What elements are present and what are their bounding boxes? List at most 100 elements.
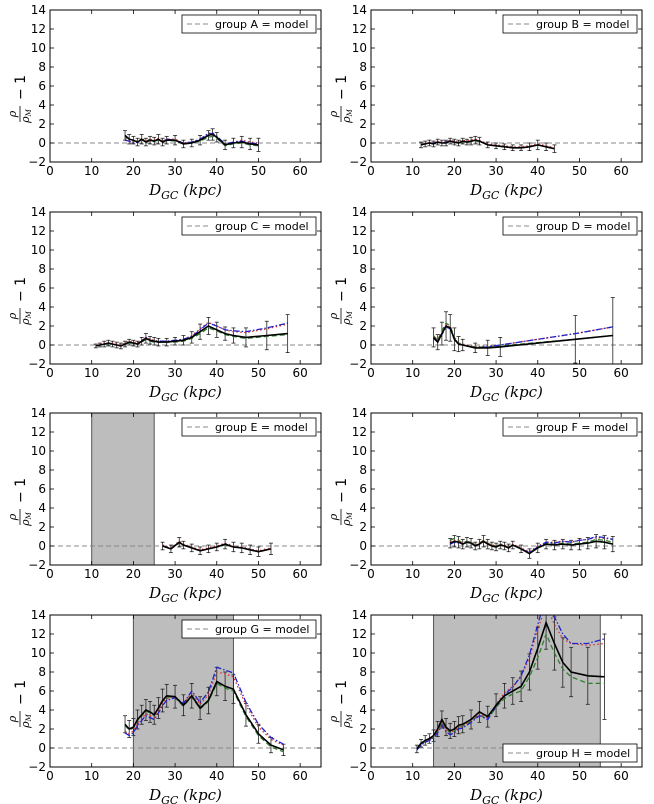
series-line-green	[416, 632, 605, 751]
x-axis-label: DGC (kpc)	[148, 383, 222, 404]
y-tick-label: 14	[31, 3, 46, 17]
y-label-rest: − 1	[13, 680, 29, 705]
x-tick-label: 30	[488, 366, 503, 380]
x-tick-label: 30	[488, 769, 503, 783]
shaded-region	[91, 412, 155, 566]
legend-label: group C = model	[215, 220, 309, 233]
x-tick-label: 0	[367, 567, 375, 581]
y-label-numerator: ρ	[327, 715, 340, 723]
x-tick-label: 10	[405, 164, 420, 178]
y-label-denominator: ρM	[340, 713, 354, 728]
y-axis-label: ρρM − 1	[6, 277, 33, 326]
y-tick-label: 6	[359, 684, 367, 698]
x-tick-label: 40	[209, 366, 224, 380]
y-tick-label: 8	[359, 463, 367, 477]
x-tick-label: 20	[126, 567, 141, 581]
y-label-rest: − 1	[334, 478, 350, 503]
legend-label: group H = model	[536, 747, 630, 760]
y-tick-label: 12	[352, 224, 367, 238]
y-tick-label: 0	[359, 338, 367, 352]
series-line-main	[432, 324, 613, 349]
legend-label: group D = model	[536, 220, 630, 233]
y-tick-label: 0	[38, 539, 46, 553]
x-tick-label: 30	[167, 769, 182, 783]
x-tick-label: 50	[572, 769, 587, 783]
series-line-main	[449, 540, 613, 555]
y-tick-label: 4	[38, 501, 46, 515]
y-tick-label: 6	[359, 79, 367, 93]
y-tick-label: 10	[352, 444, 367, 458]
y-tick-label: 6	[38, 281, 46, 295]
y-tick-label: 2	[38, 117, 46, 131]
x-tick-label: 10	[84, 769, 99, 783]
y-tick-label: 14	[352, 3, 367, 17]
x-tick-label: 50	[251, 769, 266, 783]
series-line-main	[416, 620, 605, 750]
series-line-red	[95, 321, 288, 347]
series-line-main	[95, 325, 288, 347]
y-tick-label: −2	[349, 558, 367, 572]
y-tick-label: 12	[31, 224, 46, 238]
x-tick-label: 0	[46, 769, 54, 783]
y-tick-label: 0	[359, 539, 367, 553]
x-tick-label: 0	[367, 769, 375, 783]
x-tick-label: 30	[167, 567, 182, 581]
error-bars	[93, 314, 290, 354]
y-tick-label: 14	[31, 406, 46, 420]
y-tick-label: 2	[359, 117, 367, 131]
x-tick-label: 10	[84, 366, 99, 380]
x-axis-label: DGC (kpc)	[469, 383, 543, 404]
x-tick-label: 60	[293, 567, 308, 581]
y-label-denominator: ρM	[340, 108, 354, 123]
error-bars	[431, 297, 615, 364]
series-line-main	[124, 133, 259, 146]
x-tick-label: 60	[293, 164, 308, 178]
y-tick-label: 14	[352, 608, 367, 622]
y-tick-label: 12	[31, 22, 46, 36]
x-tick-label: 20	[447, 567, 462, 581]
y-tick-label: 0	[38, 741, 46, 755]
y-axis-label: ρρM − 1	[6, 75, 33, 124]
y-label-rest: − 1	[13, 75, 29, 100]
y-tick-label: 8	[38, 463, 46, 477]
x-tick-label: 20	[126, 164, 141, 178]
x-tick-label: 60	[614, 769, 629, 783]
legend-box	[502, 216, 638, 236]
y-tick-label: 4	[359, 703, 367, 717]
x-tick-label: 30	[488, 567, 503, 581]
x-tick-label: 50	[251, 164, 266, 178]
y-tick-label: 14	[352, 406, 367, 420]
x-tick-label: 50	[572, 366, 587, 380]
y-label-denominator: ρM	[19, 108, 33, 123]
x-tick-label: 0	[46, 366, 54, 380]
y-tick-label: 12	[352, 627, 367, 641]
series-line-main	[124, 680, 284, 751]
y-tick-label: 2	[38, 722, 46, 736]
y-label-numerator: ρ	[327, 312, 340, 320]
x-tick-label: 60	[293, 769, 308, 783]
x-tick-label: 20	[447, 164, 462, 178]
y-tick-label: −2	[349, 760, 367, 774]
y-tick-label: 2	[359, 319, 367, 333]
x-tick-label: 0	[46, 567, 54, 581]
y-tick-label: 6	[359, 482, 367, 496]
y-axis-label: ρρM − 1	[327, 75, 354, 124]
y-tick-label: 10	[31, 444, 46, 458]
y-tick-label: −2	[349, 155, 367, 169]
y-axis-label: ρρM − 1	[327, 680, 354, 729]
legend-box	[502, 14, 638, 34]
x-tick-label: 30	[167, 164, 182, 178]
y-tick-label: 4	[359, 98, 367, 112]
y-label-numerator: ρ	[327, 110, 340, 118]
y-tick-label: 8	[38, 262, 46, 276]
y-label-denominator: ρM	[19, 713, 33, 728]
y-tick-label: 6	[38, 79, 46, 93]
y-label-numerator: ρ	[6, 110, 19, 118]
y-label-rest: − 1	[334, 277, 350, 302]
y-tick-label: 6	[38, 684, 46, 698]
x-tick-label: 60	[614, 567, 629, 581]
y-tick-label: 4	[38, 300, 46, 314]
y-tick-label: −2	[28, 155, 46, 169]
y-tick-label: 12	[31, 627, 46, 641]
